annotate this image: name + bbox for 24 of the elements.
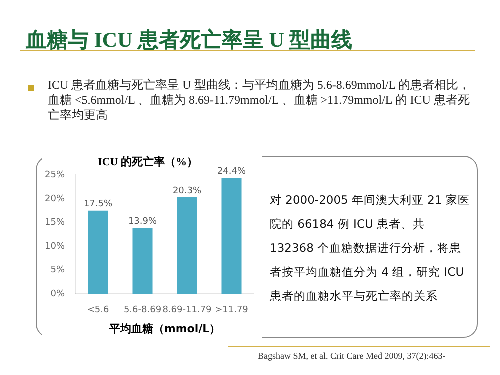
text: ICU 患者血糖与死亡率呈 U 型曲线：与平均血糖为 5.6-8.69mmol/L 的患者相比，血糖 <5.6mmol/L 、血糖为 8.69-11.79mmol/L 、血糖 >11.79mmol/L 的 ICU 患者死亡率均更高	[48, 78, 472, 123]
x-tick-label: 8.69-11.79	[162, 306, 212, 316]
bar	[88, 210, 108, 294]
bar	[177, 198, 198, 294]
y-tick-label: 20%	[44, 194, 66, 204]
y-tick-label: 15%	[44, 218, 66, 228]
x-tick-label: <5.6	[87, 306, 110, 316]
bar	[132, 228, 153, 294]
y-tick-label: 5%	[50, 266, 66, 276]
chart-title: 血糖与 ICU 患者死亡率呈 U 型曲线	[26, 27, 353, 54]
data-label: 24.4%	[217, 166, 246, 177]
data-label: 17.5%	[84, 200, 113, 210]
text: 对 2000-2005 年间澳大利亚 21 家医院的 66184 例 ICU 患者、共 132368 个血糖数据进行分析，将患者按平均血糖值分为 4 组，研究 ICU 患者的血糖水平与死亡率的关系	[270, 192, 470, 305]
text: Bagshaw SM, et al. Crit Care Med 2009, 37(2):463-	[258, 351, 446, 361]
x-tick-label: >11.79	[215, 306, 249, 316]
x-axis-title: 平均血糖（mmol/L）	[108, 322, 221, 336]
x-tick-label: 5.6-8.69	[124, 306, 162, 316]
y-tick-label: 25%	[44, 170, 66, 181]
y-tick-label: 10%	[44, 242, 66, 252]
y-axis-title: ICU 的死亡率（%）	[98, 155, 198, 168]
y-tick-label: 0%	[50, 289, 66, 300]
data-label: 13.9%	[128, 216, 158, 227]
data-label: 20.3%	[172, 186, 202, 196]
bar	[222, 178, 242, 294]
